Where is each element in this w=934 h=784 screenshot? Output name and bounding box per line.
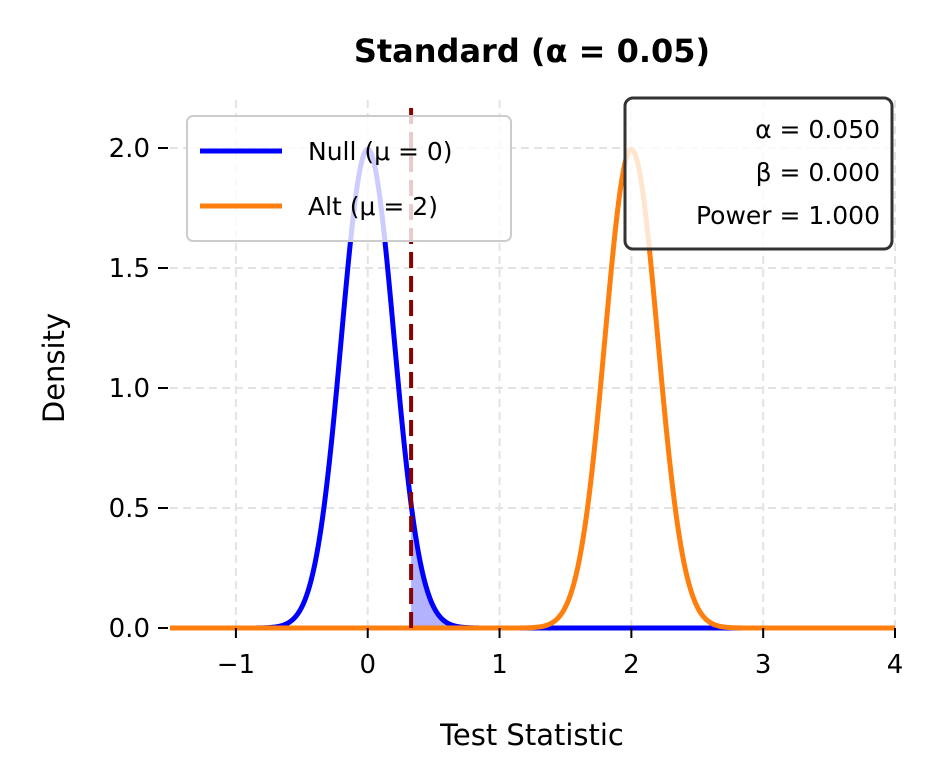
chart-title: Standard (α = 0.05) (354, 32, 710, 70)
x-axis-label: Test Statistic (439, 718, 624, 752)
y-tick-label: 2.0 (109, 134, 150, 164)
x-tick-label: 0 (359, 650, 376, 680)
x-tick-label: 1 (491, 650, 508, 680)
axis-ticks: −1 0 1 2 3 4 0.0 0.5 1.0 1.5 2.0 (109, 134, 904, 680)
y-tick-label: 1.0 (109, 374, 150, 404)
x-tick-label: 2 (623, 650, 640, 680)
stats-alpha: α = 0.050 (755, 115, 880, 144)
x-tick-label: 4 (887, 650, 904, 680)
x-tick-label: 3 (755, 650, 772, 680)
y-tick-label: 0.0 (109, 614, 150, 644)
alpha-region-fill (411, 504, 895, 628)
y-tick-label: 1.5 (109, 254, 150, 284)
y-axis-label: Density (37, 313, 71, 423)
stats-box: α = 0.050 β = 0.000 Power = 1.000 (623, 96, 894, 251)
stats-beta: β = 0.000 (756, 158, 880, 187)
stats-power: Power = 1.000 (696, 201, 880, 230)
y-tick-label: 0.5 (109, 494, 150, 524)
x-tick-label: −1 (217, 650, 255, 680)
legend-label-null: Null (μ = 0) (308, 137, 453, 166)
legend: Null (μ = 0) Alt (μ = 2) (186, 115, 512, 242)
legend-label-alt: Alt (μ = 2) (308, 192, 438, 221)
alt-distribution-line (170, 146, 895, 631)
